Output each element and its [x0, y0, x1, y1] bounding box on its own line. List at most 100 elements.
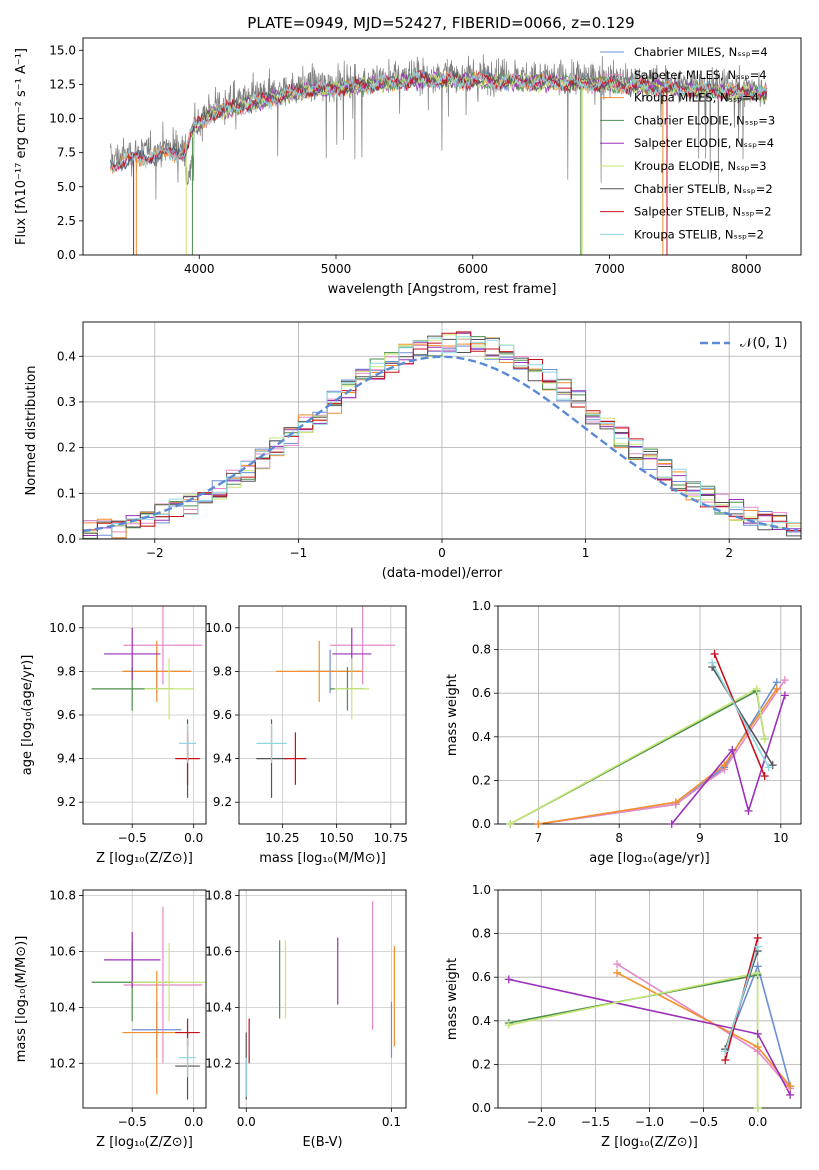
- x-axis-label: Z [log₁₀(Z/Z⊙)]: [96, 1135, 193, 1150]
- y-tick-label: 0.2: [472, 1057, 491, 1071]
- legend-label: Kroupa ELODIE, Nₛₛₚ=3: [634, 159, 767, 173]
- axes-frame: [82, 321, 802, 540]
- legend-label: Salpeter MILES, Nₛₛₚ=4: [634, 68, 767, 82]
- x-tick-label: −2: [146, 546, 164, 560]
- figure-title: PLATE=0949, MJD=52427, FIBERID=0066, z=0…: [247, 14, 634, 32]
- grid: [239, 606, 406, 824]
- x-tick-label: 7: [535, 831, 543, 845]
- x-tick-label: −1.5: [581, 1115, 610, 1129]
- y-tick-label: 5.0: [57, 180, 76, 194]
- x-tick-label: 10.25: [265, 831, 299, 845]
- y-axis-label: Normed distribution: [24, 366, 39, 496]
- y-tick-label: 9.8: [57, 664, 76, 678]
- y-tick-label: 10.0: [205, 621, 232, 635]
- y-tick-label: 10.8: [49, 889, 76, 903]
- x-tick-label: −0.5: [118, 831, 147, 845]
- residuals-panel: −2 −1 0 1 2 0.0 0.1 0.2 0.3 0.4 (data-model)/error…: [24, 321, 802, 581]
- y-tick-label: 10.2: [205, 1056, 232, 1070]
- weight-line-chabrier-elodie: [508, 974, 759, 1108]
- y-tick-label: 10.2: [49, 1056, 76, 1070]
- x-tick-label: 1: [582, 546, 590, 560]
- x-tick-label: 10: [773, 831, 788, 845]
- plot-area: [498, 890, 801, 1108]
- y-tick-label: 1.0: [472, 883, 491, 897]
- y-tick-label: 10.6: [49, 944, 76, 958]
- x-tick-label: 0.0: [184, 1115, 203, 1129]
- axes-frame: [238, 605, 407, 825]
- legend-label: Chabrier ELODIE, Nₛₛₚ=3: [634, 113, 775, 127]
- spectrum-model-kroupa-elodie: [191, 72, 768, 138]
- x-tick-label: −2.0: [527, 1115, 556, 1129]
- grid: [83, 606, 206, 824]
- x-tick-label: 6000: [457, 262, 488, 276]
- x-tick-label: 10.75: [374, 831, 408, 845]
- weight-line-chabrier-stelib: [711, 666, 774, 766]
- y-tick-label: 0.0: [57, 248, 76, 262]
- legend-label: 𝒩(0, 1): [740, 336, 787, 351]
- legend-label: Salpeter STELIB, Nₛₛₚ=2: [634, 205, 772, 219]
- y-tick-label: 10.6: [205, 944, 232, 958]
- age_vs_mass-panel: 10.25 10.50 10.75 9.2 9.4 9.6 9.8 10.0 mass [log…: [205, 605, 408, 866]
- weight-line-chabrier-miles: [538, 681, 778, 824]
- x-tick-label: 2: [725, 546, 733, 560]
- legend-label: Kroupa STELIB, Nₛₛₚ=2: [634, 227, 764, 241]
- x-tick-label: −0.5: [689, 1115, 718, 1129]
- x-tick-label: −1.0: [635, 1115, 664, 1129]
- y-tick-label: 0.0: [472, 817, 491, 831]
- histogram-kroupa-stelib: [83, 336, 801, 539]
- y-tick-label: 0.4: [472, 730, 491, 744]
- y-tick-label: 9.4: [57, 752, 76, 766]
- x-tick-label: 0.0: [237, 1115, 256, 1129]
- legend-label: Kroupa MILES, Nₛₛₚ=4: [634, 91, 759, 105]
- mass_weight_vs_age-panel: 7 8 9 10 0.0 0.2 0.4 0.6 0.8 1.0 age [log₁₀(age/yr…: [445, 599, 802, 866]
- plot-area: [83, 890, 206, 1108]
- y-tick-label: 10.4: [49, 1000, 76, 1014]
- y-tick-label: 9.4: [213, 752, 232, 766]
- x-tick-label: −1: [290, 546, 308, 560]
- x-tick-label: 5000: [321, 262, 352, 276]
- grid: [83, 890, 206, 1108]
- y-tick-label: 12.5: [49, 77, 76, 91]
- x-tick-label: 0.0: [184, 831, 203, 845]
- grid: [498, 890, 801, 1108]
- normal-curve: [83, 355, 799, 533]
- y-tick-label: 0.8: [472, 643, 491, 657]
- x-tick-label: 8000: [731, 262, 762, 276]
- axes-frame: [497, 605, 802, 825]
- y-tick-label: 9.6: [213, 708, 232, 722]
- y-axis-label: mass weight: [445, 674, 460, 756]
- age_vs_Z-panel: −0.5 0.0 9.2 9.4 9.6 9.8 10.0 Z [log₁₀(Z/Z⊙)] ag…: [20, 605, 207, 866]
- y-axis-label: mass weight: [445, 958, 460, 1040]
- legend-label: Chabrier STELIB, Nₛₛₚ=2: [634, 182, 773, 196]
- mass_weight_vs_Z-panel: −2.0 −1.5 −1.0 −0.5 0.0 0.0 0.2 0.4 0.6 0.8 1.0 Z […: [445, 883, 802, 1150]
- axes-frame: [238, 889, 407, 1109]
- axes-frame: [82, 605, 207, 825]
- mass_vs_Z-panel: −0.5 0.0 10.2 10.4 10.6 10.8 Z [log₁₀(Z/Z⊙)] ma…: [14, 889, 207, 1150]
- y-tick-label: 15.0: [49, 43, 76, 57]
- spectrum-model-kroupa-stelib: [109, 69, 768, 173]
- y-tick-label: 0.4: [472, 1014, 491, 1028]
- x-axis-label: mass [log₁₀(M/M⊙)]: [259, 851, 386, 866]
- weight-line-kroupa-miles: [538, 688, 778, 824]
- plot-area: [83, 606, 206, 824]
- x-tick-label: 7000: [594, 262, 625, 276]
- y-axis-label: age [log₁₀(age/yr)]: [20, 655, 35, 776]
- y-tick-label: 10.0: [49, 621, 76, 635]
- x-tick-label: 4000: [184, 262, 215, 276]
- y-tick-label: 7.5: [57, 146, 76, 160]
- grid: [498, 606, 801, 824]
- legend-label: Salpeter ELODIE, Nₛₛₚ=4: [634, 136, 774, 150]
- axes-frame: [82, 37, 802, 256]
- y-tick-label: 0.1: [57, 486, 76, 500]
- spectrum-model-chabrier-stelib: [109, 70, 768, 170]
- plot-area: [239, 606, 406, 824]
- y-tick-label: 0.8: [472, 927, 491, 941]
- y-tick-label: 0.0: [472, 1101, 491, 1115]
- x-tick-label: 10.50: [319, 831, 353, 845]
- y-axis-label: Flux [fλ10⁻¹⁷ erg cm⁻² s⁻¹ A⁻¹]: [14, 48, 29, 245]
- plot-area: [83, 322, 801, 539]
- spectrum-legend: Chabrier MILES, Nₛₛₚ=4 Salpeter MILES, Nₛ…: [600, 45, 775, 241]
- x-tick-label: −0.5: [118, 1115, 147, 1129]
- x-axis-label: E(B-V): [302, 1135, 342, 1150]
